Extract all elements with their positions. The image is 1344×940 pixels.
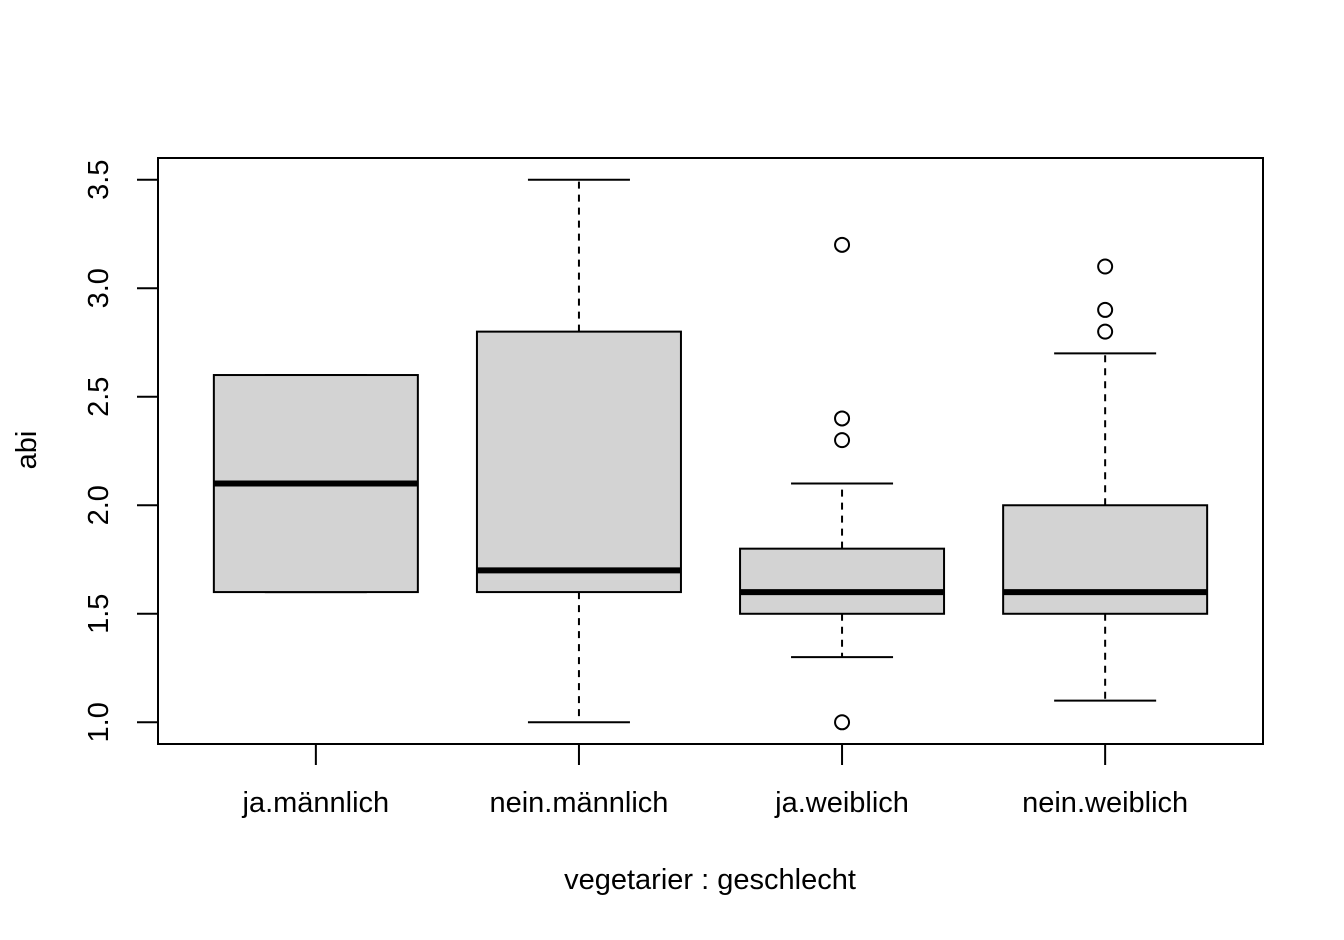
x-tick-label: ja.männlich — [242, 787, 390, 819]
box-group-0 — [212, 374, 419, 594]
y-axis: 1.0 1.5 2.0 2.5 3.0 3.5 — [83, 160, 159, 742]
y-tick-label: 1.0 — [83, 702, 115, 742]
y-tick-label: 2.0 — [83, 485, 115, 525]
x-tick-label: nein.männlich — [489, 787, 668, 819]
x-axis: ja.männlich nein.männlich ja.weiblich nein.… — [242, 744, 1188, 819]
outlier-point — [834, 236, 851, 253]
y-tick-label: 1.5 — [83, 594, 115, 634]
y-tick-label: 2.5 — [83, 377, 115, 417]
outlier-point — [1097, 301, 1114, 318]
box-iqr — [739, 547, 946, 615]
x-axis-title: vegetarier : geschlecht — [564, 864, 856, 896]
x-tick-label: nein.weiblich — [1022, 787, 1188, 819]
outlier-point — [1097, 323, 1114, 340]
box-iqr — [475, 330, 682, 594]
y-tick-label: 3.0 — [83, 268, 115, 308]
x-tick-label: ja.weiblich — [774, 787, 909, 819]
box-group-2 — [739, 236, 946, 731]
box-group-1 — [475, 178, 682, 724]
box-iqr — [1002, 504, 1209, 615]
outlier-point — [1097, 258, 1114, 275]
y-tick-label: 3.5 — [83, 160, 115, 200]
outlier-point — [834, 432, 851, 449]
y-axis-title: abi — [11, 431, 43, 470]
box-group-3 — [1002, 258, 1209, 702]
plot-area — [157, 157, 1264, 745]
outlier-point — [834, 410, 851, 427]
outlier-point — [834, 714, 851, 731]
